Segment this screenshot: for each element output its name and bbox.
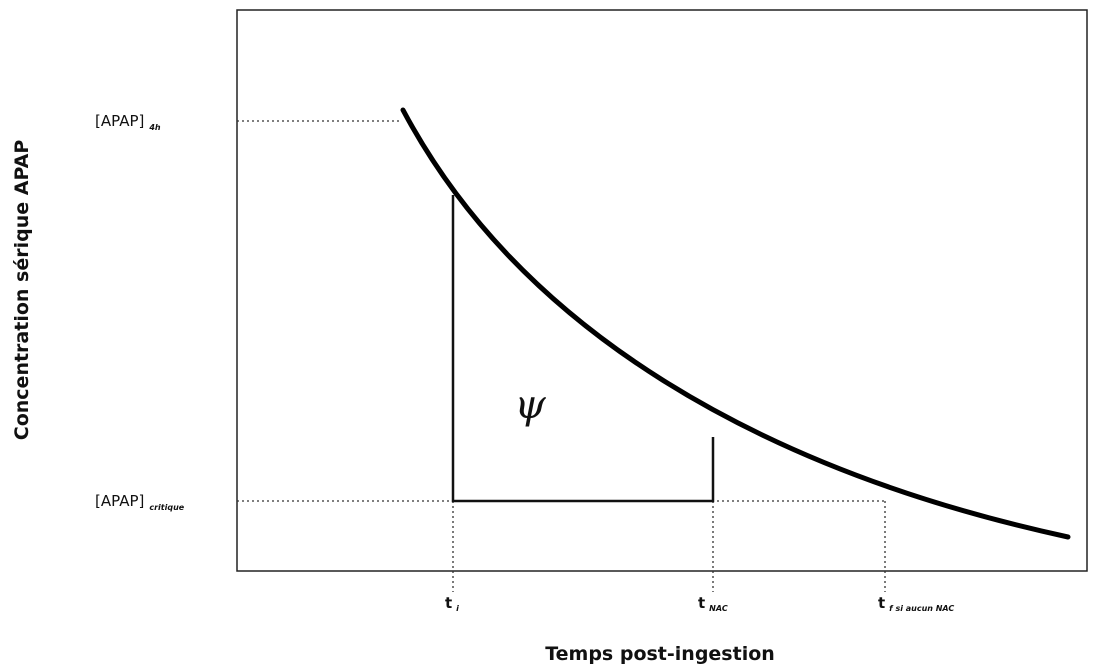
marker-subscript: NAC — [709, 604, 728, 613]
plot-frame — [236, 9, 1088, 572]
x-axis-title: Temps post-ingestion — [545, 643, 775, 665]
marker-text: t — [878, 594, 885, 612]
marker-text: [APAP] — [95, 492, 144, 510]
marker-text: t — [698, 594, 705, 612]
y-axis-title: Concentration sérique APAP — [11, 140, 33, 441]
marker-subscript: f si aucun NAC — [889, 604, 954, 613]
marker-text: [APAP] — [95, 112, 144, 130]
y-marker-label: [APAP] critique — [95, 492, 185, 512]
x-marker-label: t NAC — [698, 594, 728, 613]
decay-curve — [400, 107, 1071, 540]
marker-text: t — [445, 594, 452, 612]
marker-subscript: i — [456, 604, 459, 613]
marker-subscript: critique — [149, 503, 184, 512]
y-marker-label: [APAP] 4h — [95, 112, 161, 132]
x-marker-label: t f si aucun NAC — [878, 594, 954, 613]
marker-subscript: 4h — [148, 123, 161, 132]
area-outline — [451, 195, 715, 503]
area-label: ψ — [514, 382, 546, 428]
